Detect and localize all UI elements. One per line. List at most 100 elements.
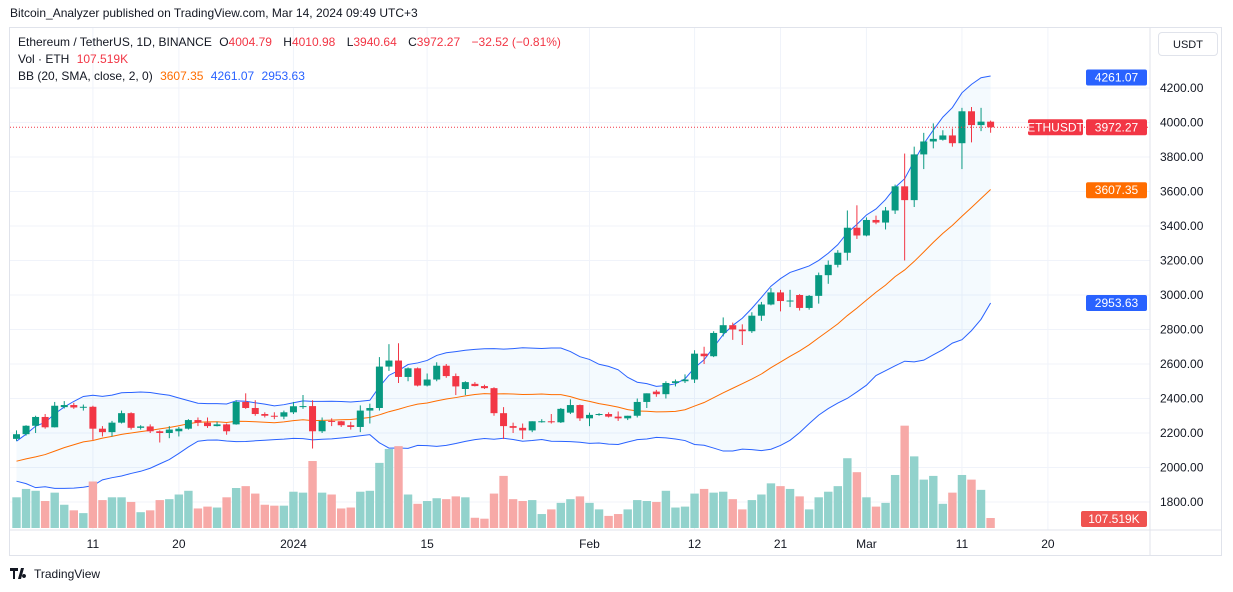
candle-body [547, 421, 555, 423]
volume-bar [824, 491, 833, 528]
volume-bar [508, 499, 518, 528]
price-tick-label: 3200.00 [1160, 254, 1204, 268]
candle-body [939, 135, 947, 140]
candle-body [977, 121, 985, 126]
volume-bar [231, 488, 241, 528]
candle-body [519, 427, 527, 431]
close-label: C [408, 35, 417, 49]
volume-bar [413, 503, 422, 528]
volume-bar [365, 490, 375, 528]
candle-body [500, 413, 508, 427]
candle-body [786, 300, 794, 302]
last-price-tag-bg [1086, 119, 1147, 136]
volume-bar [212, 507, 222, 528]
volume-label[interactable]: Vol · ETH [18, 52, 70, 66]
candle-body [318, 420, 326, 432]
volume-bar [480, 518, 489, 528]
candle-body [948, 135, 956, 144]
candle-body [853, 227, 861, 236]
price-tick-label: 2400.00 [1160, 392, 1204, 406]
volume-bar [728, 499, 737, 528]
symbol-title[interactable]: Ethereum / TetherUS, 1D, BINANCE [18, 35, 212, 49]
volume-bar [499, 475, 508, 528]
candle-body [557, 408, 565, 423]
candle-body [423, 379, 431, 386]
candle-body [586, 414, 593, 419]
candle-body [929, 138, 937, 142]
volume-bar [422, 501, 432, 528]
price-tick-label: 4000.00 [1160, 116, 1204, 130]
volume-bar [919, 479, 928, 528]
time-tick-label: 20 [172, 537, 186, 551]
candle-body [681, 379, 689, 382]
price-tick-label: 3400.00 [1160, 219, 1204, 233]
volume-bar [241, 486, 250, 528]
volume-bar [518, 501, 527, 528]
volume-bar [843, 458, 852, 528]
volume-bar [604, 515, 613, 528]
volume-bar [107, 497, 117, 528]
candle-body [805, 295, 813, 308]
candle-body [834, 252, 842, 265]
bb-lower-tag-bg [1086, 294, 1147, 311]
bb-label[interactable]: BB (20, SMA, close, 2, 0) [18, 69, 153, 83]
candle-body [652, 391, 660, 395]
volume-bar [31, 490, 40, 528]
bb-basis-tag: 3607.35 [1095, 183, 1139, 197]
symbol-tag-bg [1028, 119, 1083, 136]
volume-bar [575, 496, 585, 528]
candle-body [442, 365, 450, 377]
volume-bar [585, 502, 594, 528]
volume-bar [719, 491, 728, 528]
candle-body [395, 360, 402, 377]
candle-body [32, 416, 40, 426]
candle-body [184, 420, 192, 429]
volume-bar [642, 501, 651, 528]
price-tick-label: 2000.00 [1160, 461, 1204, 475]
time-tick-label: Mar [856, 537, 877, 551]
volume-bar [757, 494, 766, 528]
price-tick-label: 4200.00 [1160, 81, 1204, 95]
volume-bar [270, 505, 279, 528]
volume-bar [547, 509, 556, 528]
volume-bar [890, 474, 900, 528]
volume-bar [356, 491, 365, 528]
volume-bar [193, 508, 203, 528]
candle-body [901, 186, 909, 201]
time-tick-label: 15 [420, 537, 434, 551]
candle-body [748, 315, 756, 332]
candle-body [204, 422, 211, 427]
price-tick-label: 2200.00 [1160, 426, 1204, 440]
currency-unit-button[interactable]: USDT [1158, 32, 1218, 56]
candle-body [566, 405, 574, 413]
volume-tag-bg [1081, 511, 1147, 527]
volume-bar [766, 483, 776, 528]
candle-body [289, 406, 297, 413]
candle-body [595, 414, 603, 416]
volume-bar [833, 486, 842, 528]
volume-bar [136, 512, 145, 528]
candle-body [882, 210, 890, 223]
candle-body [270, 415, 278, 417]
tradingview-logo-icon [10, 568, 27, 579]
candle-body [968, 111, 975, 126]
volume-bar [60, 504, 69, 528]
candle-body [70, 405, 78, 408]
volume-bar [174, 494, 184, 528]
bb-basis-tag-bg [1086, 182, 1147, 199]
volume-bar [594, 509, 604, 528]
volume-bar [690, 493, 699, 528]
bb-lower-tag: 2953.63 [1095, 296, 1139, 310]
volume-bar [21, 488, 31, 528]
volume-bar [661, 490, 671, 528]
time-tick-label: 12 [688, 537, 702, 551]
candles [13, 106, 995, 449]
time-tick-label: 2024 [280, 537, 307, 551]
volume-bar [279, 505, 289, 528]
candle-body [414, 368, 422, 386]
volume-bar [79, 513, 88, 528]
volume-bar [967, 479, 976, 528]
volume-bar [871, 506, 881, 528]
candle-body [232, 401, 240, 425]
